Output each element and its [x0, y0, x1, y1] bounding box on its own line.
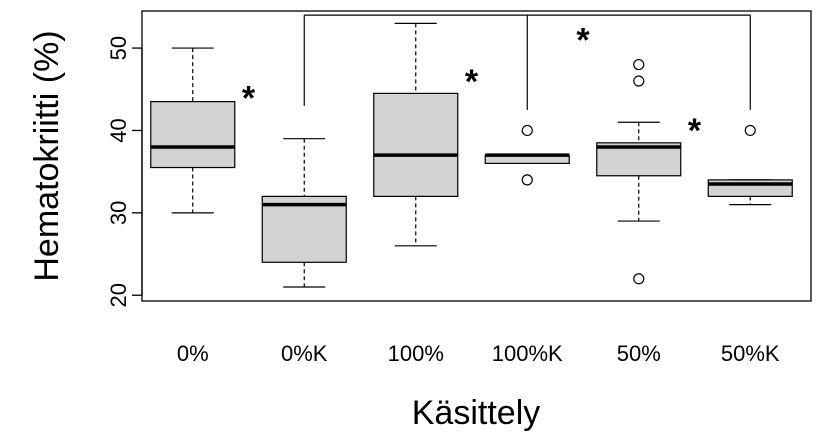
significance-star: *: [465, 63, 479, 101]
x-axis: 0% 0%K 100% 100%K 50% 50%K: [177, 341, 780, 366]
y-axis-title: Hematokriitti (%): [28, 30, 66, 281]
box-3: [373, 22, 459, 247]
outlier-point: [521, 174, 533, 186]
box-6: [707, 124, 793, 206]
box-1: [150, 47, 236, 214]
significance-star: *: [688, 112, 702, 150]
box-5: [596, 58, 682, 285]
x-tick-label: 50%K: [721, 341, 780, 366]
x-tick-label: 100%: [388, 341, 444, 366]
y-tick-label: 30: [106, 201, 131, 225]
outlier-point: [633, 58, 645, 71]
outlier-point: [633, 273, 645, 285]
x-tick-label: 100%K: [492, 341, 563, 366]
iqr-box: [261, 195, 347, 263]
x-tick-label: 50%: [617, 341, 661, 366]
outlier-point: [744, 124, 756, 137]
x-axis-title: Käsittely: [412, 394, 541, 432]
box-2: [261, 138, 347, 288]
iqr-box: [373, 92, 459, 197]
boxes-layer: [150, 22, 793, 288]
outlier-point: [633, 75, 645, 87]
plot-frame: [141, 10, 812, 302]
y-tick-label: 50: [106, 36, 131, 60]
x-tick-label: 0%: [177, 341, 209, 366]
outlier-point: [521, 124, 533, 137]
y-tick-label: 20: [106, 283, 131, 307]
box-4: [484, 124, 570, 186]
significance-layer: * * * *: [242, 14, 751, 150]
iqr-box: [150, 101, 236, 169]
y-axis: 20 30 40 50: [106, 36, 143, 307]
significance-star: *: [242, 79, 256, 117]
significance-star: *: [576, 22, 590, 60]
y-tick-label: 40: [106, 118, 131, 142]
x-tick-label: 0%K: [281, 341, 328, 366]
